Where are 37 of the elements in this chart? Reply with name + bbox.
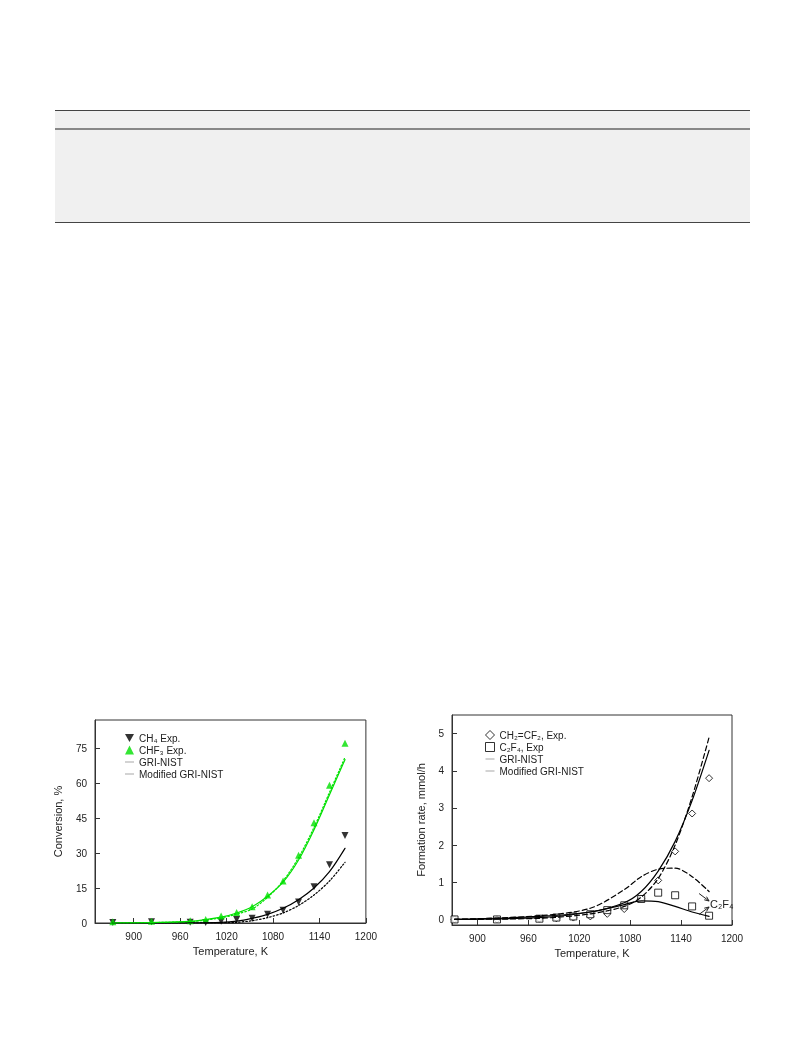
- x-tick-label: 960: [520, 932, 538, 944]
- legend-label: C₂F₄, Exp: [499, 741, 545, 753]
- x-axis-title: Temperature, K: [554, 947, 631, 960]
- y-axis-title: Formation rate, mmol/h: [414, 763, 427, 877]
- x-tick-label: 900: [125, 930, 143, 942]
- y-tick-label: 45: [75, 812, 88, 824]
- legend-label: CH₂=CF₂, Exp.: [499, 729, 567, 741]
- x-tick-label: 1080: [619, 932, 642, 944]
- y-tick-label: 3: [438, 802, 445, 814]
- x-tick-label: 1020: [215, 930, 239, 942]
- x-tick-label: 960: [171, 930, 189, 942]
- legend-label: CH₄ Exp.: [139, 732, 181, 744]
- y-tick-label: 30: [75, 847, 88, 859]
- y-tick-label: 60: [75, 777, 88, 789]
- y-axis-title: Conversion, %: [51, 785, 64, 858]
- y-tick-label: 75: [75, 742, 88, 754]
- y-tick-label: 0: [81, 917, 88, 929]
- y-tick-label: 5: [438, 728, 445, 740]
- x-tick-label: 1200: [354, 930, 378, 942]
- x-tick-label: 1020: [568, 932, 591, 944]
- legend-label: CHF₃ Exp.: [139, 744, 187, 756]
- y-tick-label: 2: [438, 839, 445, 851]
- legend-label: GRI-NIST: [499, 753, 544, 765]
- legend-label: Modified GRI-NIST: [139, 768, 224, 780]
- y-tick-label: 15: [75, 882, 88, 894]
- x-tick-label: 1080: [261, 930, 285, 942]
- annotation: C₂F₄: [710, 898, 734, 910]
- y-tick-label: 0: [438, 913, 445, 925]
- x-tick-label: 1200: [720, 932, 744, 944]
- x-tick-label: 1140: [308, 930, 331, 942]
- y-tick-label: 1: [438, 876, 445, 888]
- x-tick-label: 1140: [670, 932, 693, 944]
- x-axis-title: Temperature, K: [192, 945, 269, 958]
- legend-label: GRI-NIST: [139, 756, 183, 768]
- legend-label: Modified GRI-NIST: [499, 765, 584, 777]
- y-tick-label: 4: [438, 765, 445, 777]
- x-tick-label: 900: [469, 932, 487, 944]
